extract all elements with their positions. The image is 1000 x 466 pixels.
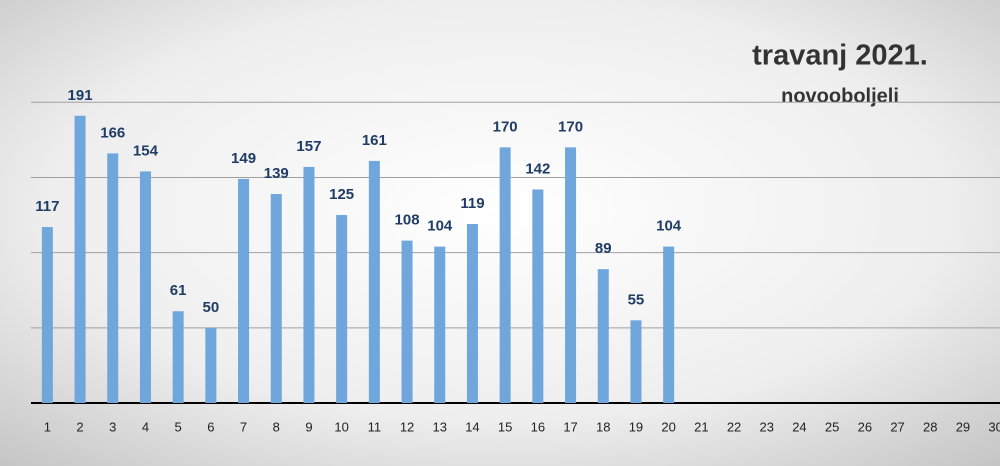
bar [466,224,478,403]
bar [270,193,282,403]
x-tick-label: 10 [334,419,348,434]
x-tick-label: 12 [400,419,414,434]
x-tick-label: 27 [890,419,904,434]
value-label: 119 [460,195,484,212]
bar [172,311,184,403]
value-label: 170 [558,118,583,135]
chart-subtitle: novooboljeli [781,85,899,107]
value-label: 154 [133,142,159,159]
bar [434,246,446,403]
x-tick-label: 19 [629,419,643,434]
x-tick-label: 6 [207,419,214,434]
bar [336,215,348,403]
value-label: 50 [203,299,220,316]
value-label: 104 [427,218,453,235]
x-tick-label: 30 [988,419,1000,434]
value-label: 161 [362,132,387,149]
x-tick-label: 7 [240,419,247,434]
x-tick-label: 11 [368,419,382,434]
value-label: 104 [656,218,682,235]
bar [597,269,609,403]
x-tick-label: 9 [305,419,312,434]
value-label: 89 [595,240,612,257]
value-label: 166 [100,124,125,141]
bar [107,153,119,403]
x-tick-label: 2 [76,419,83,434]
x-tick-label: 17 [563,419,577,434]
x-tick-label: 20 [661,419,675,434]
x-tick-label: 21 [694,419,708,434]
x-tick-label: 13 [433,419,447,434]
value-label: 61 [170,282,187,299]
bar [499,147,511,403]
value-label: 149 [231,150,256,167]
value-label: 117 [35,198,59,215]
value-label: 157 [296,138,321,155]
x-tick-label: 1 [44,419,51,434]
x-tick-label: 14 [465,419,479,434]
bar [368,160,380,403]
value-label: 170 [493,118,518,135]
bar [139,171,151,403]
x-tick-label: 5 [175,419,182,434]
x-tick-label: 3 [109,419,116,434]
value-label: 108 [395,212,420,229]
value-label: 125 [329,186,354,203]
bar [74,115,86,403]
x-tick-label: 15 [498,419,512,434]
x-tick-label: 16 [531,419,545,434]
x-tick-label: 25 [825,419,839,434]
x-tick-label: 26 [858,419,872,434]
bar [565,147,577,403]
x-tick-label: 8 [273,419,280,434]
x-tick-label: 24 [792,419,806,434]
value-label: 142 [525,160,550,177]
bar [532,189,544,403]
bar [238,178,250,403]
value-label: 139 [264,165,289,182]
x-tick-label: 4 [142,419,149,434]
bar [205,327,217,403]
bar [41,227,53,403]
bar [663,246,675,403]
bar [401,240,413,403]
value-label: 55 [628,291,645,308]
x-tick-label: 28 [923,419,937,434]
bar [303,166,315,403]
chart-title: travanj 2021. [752,40,928,72]
x-tick-label: 22 [727,419,741,434]
value-label: 191 [68,87,93,104]
x-tick-label: 29 [956,419,970,434]
x-tick-label: 18 [596,419,610,434]
bar [630,320,642,403]
x-tick-label: 23 [760,419,774,434]
